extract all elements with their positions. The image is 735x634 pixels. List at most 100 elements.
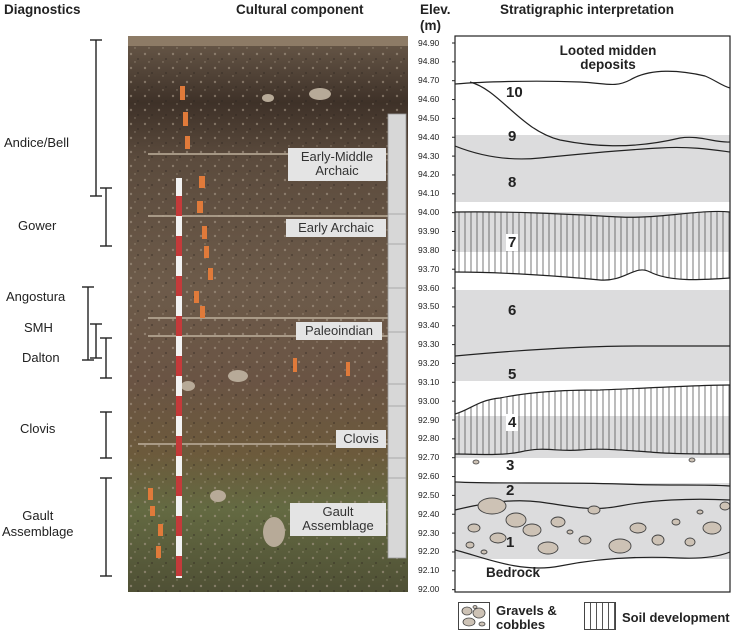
cultural-early-archaic: Early Archaic: [286, 219, 386, 238]
diagnostics-brackets: [82, 39, 112, 577]
smh-bracket: [90, 323, 102, 359]
elevation-tick-label: 93.70: [418, 263, 440, 274]
elevation-tick-label: 92.40: [418, 508, 440, 519]
layer-6-label: 6: [508, 302, 517, 319]
band-6-5: [455, 290, 730, 381]
band-9-8: [455, 135, 730, 202]
elevation-tick-label: 94.90: [418, 37, 440, 48]
layer-10-label: 10: [506, 84, 523, 101]
layer-8-label: 8: [508, 174, 517, 191]
photo-illustration: [128, 36, 408, 592]
legend-gravels-line2: cobbles: [496, 616, 546, 632]
boundary-6-5: [455, 345, 730, 357]
elevation-tick-label: 92.90: [418, 414, 440, 425]
cultural-gault-assemblage: Gault Assemblage: [290, 503, 386, 536]
boundary-3-2: [455, 481, 730, 487]
andice-bell-bracket: [90, 39, 102, 197]
legend-soil-label: Soil development: [622, 610, 730, 625]
dalton-bracket: [100, 337, 112, 379]
layer-9-label: 9: [508, 128, 517, 145]
elevation-tick-label: 94.70: [418, 75, 440, 86]
cultural-paleoindian: Paleoindian: [296, 322, 382, 341]
elevation-tick-label: 94.60: [418, 94, 440, 105]
layer-7-label: 7: [506, 234, 519, 251]
elevation-tick-label: 93.40: [418, 320, 440, 331]
elevation-tick-label: 94.00: [418, 207, 440, 218]
elevation-tick-label: 92.10: [418, 565, 440, 576]
boundary-8-7: [455, 210, 730, 218]
layer-2-label: 2: [506, 482, 515, 499]
boundary-4-3: [455, 448, 730, 456]
cultural-component-header: Cultural component: [236, 2, 364, 17]
elevation-tick-label: 93.10: [418, 376, 440, 387]
gravels-swatch-icon: [461, 605, 486, 627]
diagnostic-dalton: Dalton: [22, 350, 60, 365]
diagnostics-header: Diagnostics: [4, 2, 81, 17]
gower-bracket: [100, 187, 112, 247]
diagnostic-angostura: Angostura: [6, 289, 66, 304]
angostura-bracket: [82, 286, 94, 361]
excavation-profile-photo: [128, 36, 408, 592]
cultural-early-middle-line2: Archaic: [315, 163, 359, 179]
layer-4-label: 4: [506, 414, 519, 431]
elevation-tick-label: 93.20: [418, 357, 440, 368]
elevation-tick-label: 93.50: [418, 301, 440, 312]
legend-gravels-line1: Gravels &: [496, 603, 557, 618]
cultural-early-middle-archaic: Early-Middle Archaic: [288, 148, 386, 181]
elevation-tick-label: 94.20: [418, 169, 440, 180]
legend-gravels-label: Gravels & cobbles: [496, 604, 557, 631]
elevation-header-line1: Elev.: [420, 2, 451, 17]
diagnostic-gault-line1: Gault: [22, 508, 54, 523]
elevation-header: Elev. (m): [420, 2, 451, 33]
elevation-tick-label: 92.60: [418, 471, 440, 482]
diagnostic-gower: Gower: [18, 218, 57, 233]
looted-midden-label: Looted midden deposits: [528, 43, 688, 73]
boundary-looted-10: [455, 70, 730, 89]
boundary-1-bedrock: [455, 549, 730, 569]
elevation-tick-label: 94.10: [418, 188, 440, 199]
elevation-tick-label: 94.40: [418, 131, 440, 142]
soil-development-layer-7: [455, 211, 730, 281]
elevation-tick-label: 92.00: [418, 584, 440, 595]
elevation-tick-label: 93.60: [418, 282, 440, 293]
elevation-tick-label: 93.00: [418, 395, 440, 406]
layer-5-label: 5: [508, 366, 517, 383]
clovis-bracket: [100, 411, 112, 459]
layer-3-label: 3: [506, 457, 515, 474]
elevation-tick-label: 92.80: [418, 433, 440, 444]
boundary-10-9: [469, 81, 730, 147]
elevation-tick-label: 92.20: [418, 546, 440, 557]
stratigraphic-interpretation-header: Stratigraphic interpretation: [500, 2, 675, 17]
elevation-tick-label: 93.80: [418, 244, 440, 255]
band-2-1: [455, 483, 730, 559]
bedrock-label: Bedrock: [486, 565, 541, 580]
diagnostic-clovis: Clovis: [20, 421, 56, 436]
gravels-layer-1: [465, 497, 730, 555]
legend-soil-swatch: [584, 602, 616, 630]
elevation-tick-label: 94.80: [418, 56, 440, 67]
elevation-tick-label: 92.50: [418, 489, 440, 500]
boundary-7-6: [455, 269, 730, 281]
boundary-5-4: [455, 384, 730, 415]
diagnostic-gault-assemblage: Gault Assemblage: [2, 508, 74, 539]
looted-midden-line2: deposits: [580, 57, 636, 73]
elevation-tick-label: 93.30: [418, 339, 440, 350]
diagnostic-gault-line2: Assemblage: [2, 523, 74, 539]
gault-bracket: [100, 477, 112, 577]
cultural-gault-line1: Gault: [322, 504, 354, 519]
boundary-9-8: [455, 145, 730, 160]
elevation-tick-label: 94.50: [418, 112, 440, 123]
elevation-tick-label: 92.30: [418, 527, 440, 538]
legend-gravels-swatch: [458, 602, 490, 630]
elevation-header-line2: (m): [420, 17, 441, 33]
cultural-gault-line2: Assemblage: [302, 518, 374, 534]
looted-midden-line1: Looted midden: [559, 43, 657, 58]
cultural-clovis: Clovis: [336, 430, 386, 449]
layer-1-label: 1: [506, 534, 515, 551]
cultural-early-middle-line1: Early-Middle: [300, 149, 374, 164]
diagnostic-smh: SMH: [24, 320, 53, 335]
elevation-tick-label: 93.90: [418, 226, 440, 236]
elevation-tick-label: 94.30: [418, 150, 440, 161]
soil-development-layer-4: [455, 385, 730, 455]
